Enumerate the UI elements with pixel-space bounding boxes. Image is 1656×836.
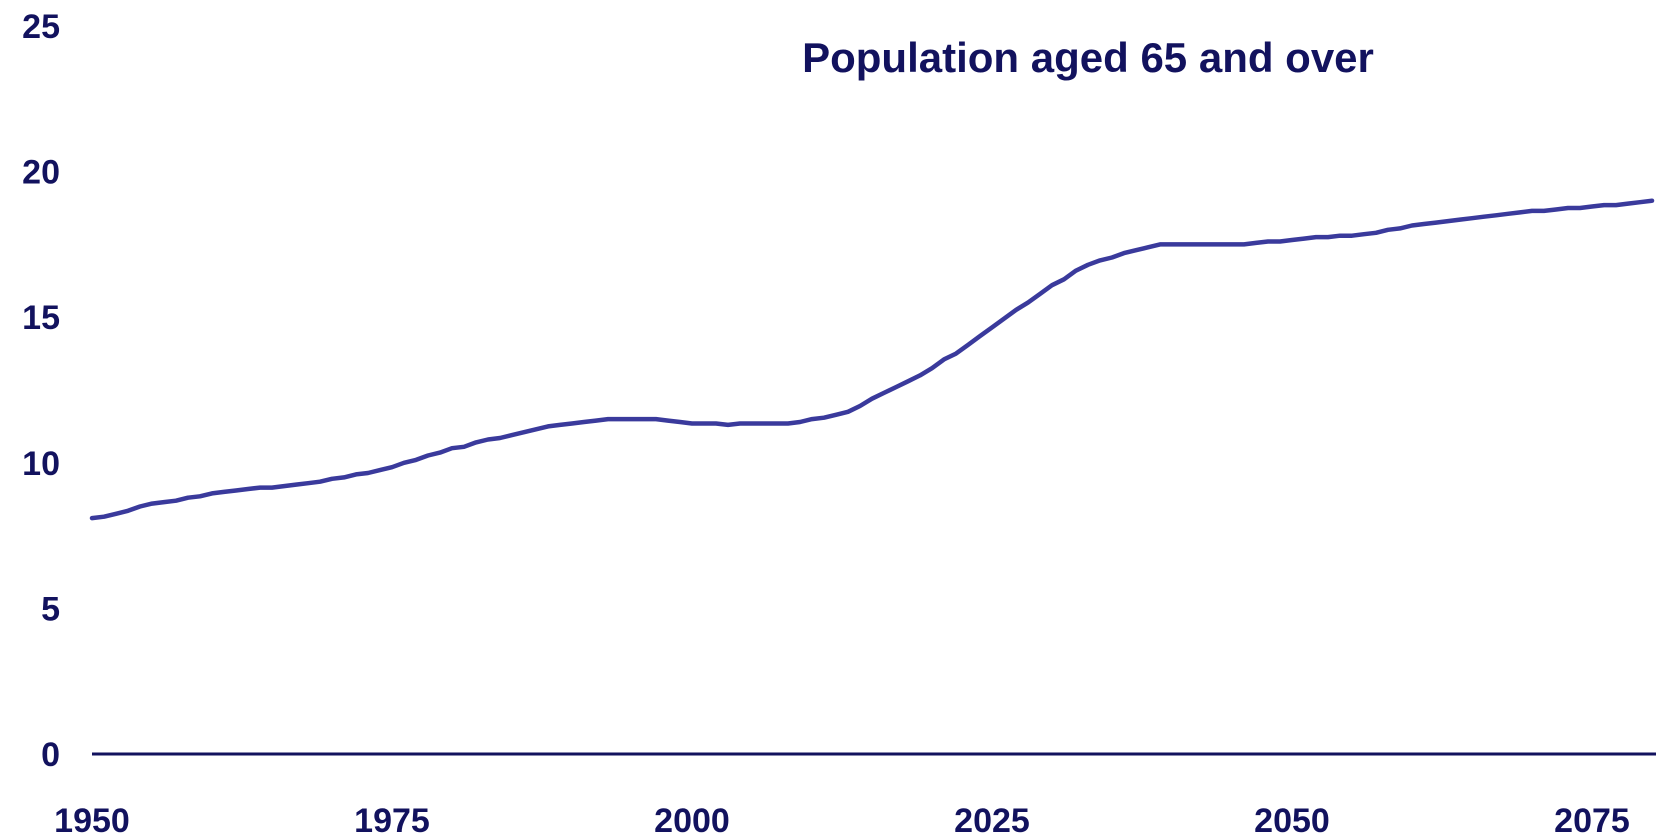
x-tick-label: 2000 bbox=[654, 802, 730, 836]
chart-title: Population aged 65 and over bbox=[802, 34, 1374, 81]
series-line-population-65-plus bbox=[89, 198, 1655, 521]
y-tick-label: 20 bbox=[22, 154, 60, 192]
y-axis-ticks: 0 5 10 15 20 25 bbox=[22, 8, 60, 774]
y-tick-label: 0 bbox=[41, 736, 60, 774]
y-tick-label: 10 bbox=[22, 445, 60, 483]
x-tick-label: 2075 bbox=[1554, 802, 1630, 836]
x-tick-label: 2050 bbox=[1254, 802, 1330, 836]
x-tick-label: 2025 bbox=[954, 802, 1030, 836]
x-tick-label: 1975 bbox=[354, 802, 430, 836]
y-tick-label: 15 bbox=[22, 299, 60, 337]
x-axis-ticks: 1950 1975 2000 2025 2050 2075 bbox=[54, 802, 1630, 836]
y-tick-label: 5 bbox=[41, 590, 60, 628]
x-tick-label: 1950 bbox=[54, 802, 130, 836]
y-tick-label: 25 bbox=[22, 8, 60, 46]
